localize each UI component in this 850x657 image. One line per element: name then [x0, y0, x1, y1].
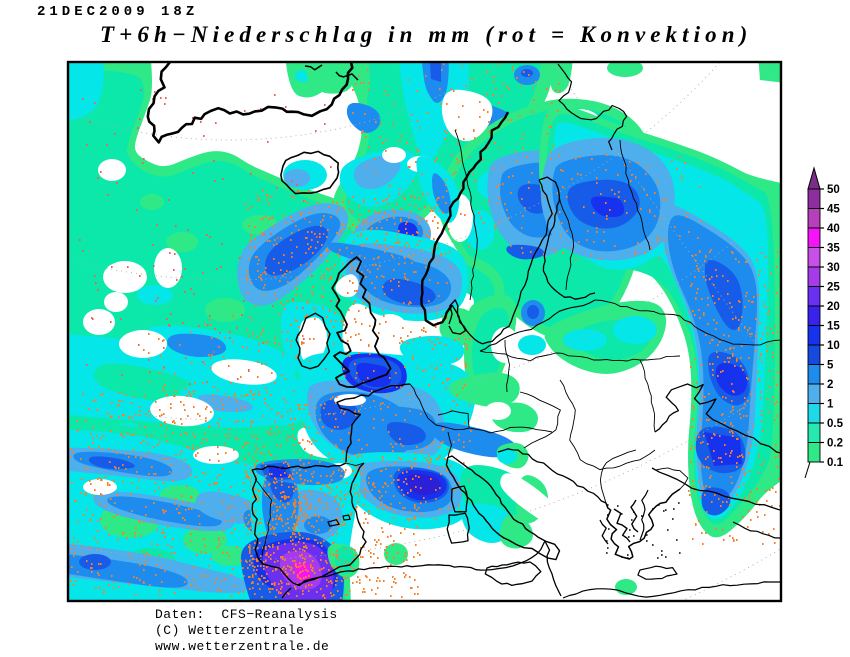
svg-text:35: 35: [827, 243, 840, 255]
svg-text:2: 2: [827, 379, 833, 391]
svg-text:50: 50: [827, 184, 840, 196]
svg-text:45: 45: [827, 204, 840, 216]
svg-text:0.2: 0.2: [827, 438, 843, 450]
svg-text:5: 5: [827, 360, 834, 372]
svg-text:10: 10: [827, 340, 840, 352]
svg-text:25: 25: [827, 282, 840, 294]
svg-text:20: 20: [827, 301, 840, 313]
svg-text:0.5: 0.5: [827, 418, 844, 430]
svg-text:30: 30: [827, 262, 840, 274]
svg-text:15: 15: [827, 321, 840, 333]
svg-text:1: 1: [827, 399, 834, 411]
svg-text:40: 40: [827, 223, 840, 235]
svg-text:0.1: 0.1: [827, 457, 844, 469]
